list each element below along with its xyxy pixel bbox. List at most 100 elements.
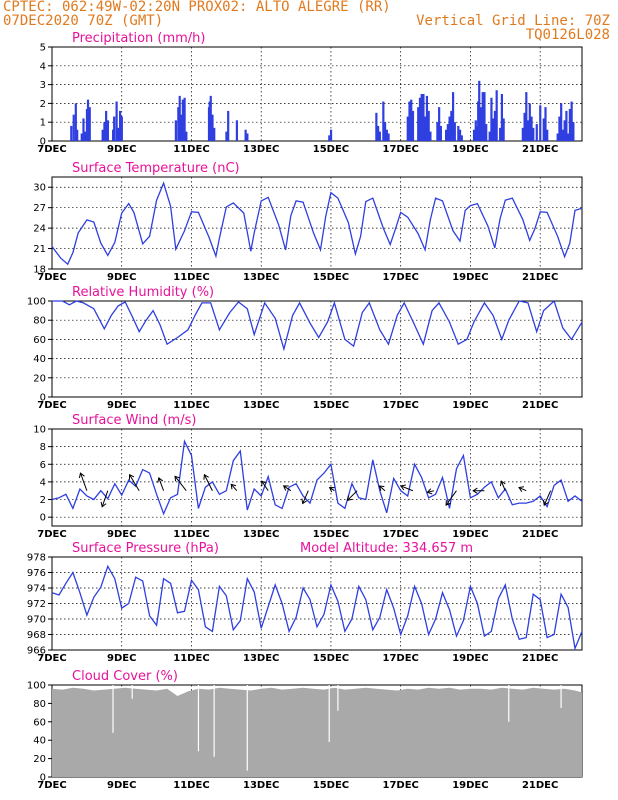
- precipitation-bar: [383, 122, 387, 141]
- precipitation-bar: [382, 101, 385, 141]
- precipitation-bar: [567, 133, 570, 141]
- precipitation-bar: [213, 127, 216, 141]
- wind-wind-arrow-head: [542, 500, 549, 506]
- precipitation-bar: [460, 135, 463, 141]
- precipitation-x-tick-label: 11DEC: [173, 144, 209, 155]
- wind-wind-arrow: [400, 485, 414, 492]
- cloud-cover-x-tick-label: 21DEC: [522, 780, 558, 791]
- precipitation-bar: [539, 105, 542, 141]
- precipitation-bar: [117, 127, 120, 141]
- temperature-frame: [51, 176, 583, 270]
- temperature-x-tick-label: 11DEC: [173, 272, 209, 283]
- precipitation-bar: [177, 107, 180, 141]
- precipitation-bar: [485, 124, 488, 141]
- wind-wind-arrow: [518, 487, 527, 492]
- humidity-x-tick-label: 13DEC: [243, 400, 279, 411]
- precipitation-bar: [563, 120, 566, 141]
- wind-x-tick-label: 13DEC: [243, 529, 279, 540]
- precipitation-bar: [530, 116, 533, 141]
- wind-wind-arrow: [329, 487, 335, 492]
- precipitation-bar: [481, 92, 484, 141]
- precipitation-bar: [448, 116, 451, 141]
- humidity-panel: 7DEC 9DEC 11DEC 13DEC 15DEC 17DEC 19DEC 21DEC 0 2…: [27, 285, 583, 411]
- precipitation-bar: [183, 97, 186, 141]
- temperature-x-tick-label: 9DEC: [107, 272, 136, 283]
- precipitation-y-tick-label: 1: [40, 118, 46, 129]
- wind-wind-arrow: [543, 490, 552, 506]
- precipitation-bar: [502, 118, 505, 141]
- precipitation-bar: [411, 110, 415, 141]
- precipitation-bar: [479, 107, 483, 141]
- precipitation-bar: [328, 135, 331, 141]
- cloud-cover-area: [52, 687, 582, 777]
- cloud-cover-y-tick-label: 100: [27, 681, 46, 692]
- precipitation-bar: [560, 103, 563, 141]
- temperature-y-tick-label: 18: [33, 265, 46, 276]
- wind-wind-arrow: [500, 480, 506, 491]
- precipitation-bar: [387, 133, 390, 141]
- pressure-x-tick-label: 19DEC: [452, 653, 488, 664]
- temperature-x-tick-label: 7DEC: [37, 272, 66, 283]
- cloud-cover-title: Cloud Cover (%): [72, 669, 178, 684]
- precipitation-bar: [244, 129, 247, 141]
- precipitation-bar: [525, 92, 528, 141]
- temperature-x-tick-label: 17DEC: [382, 272, 418, 283]
- pressure-x-tick-label: 11DEC: [173, 653, 209, 664]
- precipitation-bar: [492, 118, 495, 141]
- precipitation-bar: [74, 103, 77, 141]
- precipitation-bar: [378, 131, 381, 141]
- precipitation-bar: [417, 107, 420, 141]
- precipitation-x-tick-label: 13DEC: [243, 144, 279, 155]
- pressure-y-tick-label: 972: [27, 599, 46, 610]
- precipitation-bar: [458, 129, 462, 141]
- precipitation-bar: [235, 120, 239, 141]
- precipitation-bar: [209, 95, 212, 141]
- wind-wind-arrow: [261, 480, 269, 492]
- header-model-id: TQ0126L028: [525, 27, 610, 43]
- precipitation-bar: [572, 122, 575, 141]
- cloud-cover-y-tick-label: 40: [33, 736, 46, 747]
- precipitation-bar: [439, 125, 442, 141]
- pressure-x-tick-label: 13DEC: [243, 653, 279, 664]
- wind-x-tick-label: 19DEC: [452, 529, 488, 540]
- wind-wind-arrow-head: [328, 487, 335, 493]
- precipitation-bar: [450, 110, 453, 141]
- wind-wind-arrow-head: [378, 485, 385, 491]
- precipitation-bar: [424, 116, 427, 141]
- precipitation-bar: [568, 109, 571, 141]
- wind-wind-arrow: [427, 490, 434, 493]
- humidity-y-tick-label: 60: [33, 335, 46, 346]
- humidity-y-tick-label: 80: [33, 316, 46, 327]
- cloud-cover-x-tick-label: 15DEC: [313, 780, 349, 791]
- precipitation-bar: [174, 120, 177, 141]
- wind-wind-arrow-head: [445, 500, 451, 506]
- wind-wind-arrow-head: [128, 473, 135, 480]
- humidity-x-tick-label: 7DEC: [37, 400, 66, 411]
- precipitation-bar: [535, 124, 538, 141]
- wind-y-tick-label: 0: [40, 513, 46, 524]
- humidity-x-tick-label: 21DEC: [522, 400, 558, 411]
- temperature-panel: 7DEC 9DEC 11DEC 13DEC 15DEC 17DEC 19DEC 21DEC 18…: [33, 161, 583, 283]
- wind-wind-arrow: [230, 483, 238, 492]
- precipitation-bar: [408, 101, 411, 141]
- wind-wind-arrow: [174, 476, 187, 492]
- precipitation-x-tick-label: 21DEC: [522, 144, 558, 155]
- pressure-panel: 7DEC 9DEC 11DEC 13DEC 15DEC 17DEC 19DEC 21DEC 96…: [27, 541, 583, 664]
- precipitation-bar: [211, 114, 214, 141]
- temperature-title: Surface Temperature (nC): [72, 161, 240, 176]
- precipitation-y-tick-label: 0: [40, 137, 46, 148]
- temperature-x-tick-label: 19DEC: [452, 272, 488, 283]
- precipitation-bar: [106, 120, 109, 141]
- cloud-cover-x-tick-label: 17DEC: [382, 780, 418, 791]
- wind-wind-arrow: [101, 490, 109, 507]
- cloud-cover-y-tick-label: 80: [33, 699, 46, 710]
- precipitation-bar: [180, 114, 183, 141]
- cloud-cover-y-tick-label: 60: [33, 717, 46, 728]
- precipitation-x-tick-label: 9DEC: [107, 144, 136, 155]
- humidity-y-tick-label: 40: [33, 354, 46, 365]
- humidity-y-tick-label: 20: [33, 373, 46, 384]
- humidity-x-tick-label: 17DEC: [382, 400, 418, 411]
- precipitation-bar: [178, 95, 181, 141]
